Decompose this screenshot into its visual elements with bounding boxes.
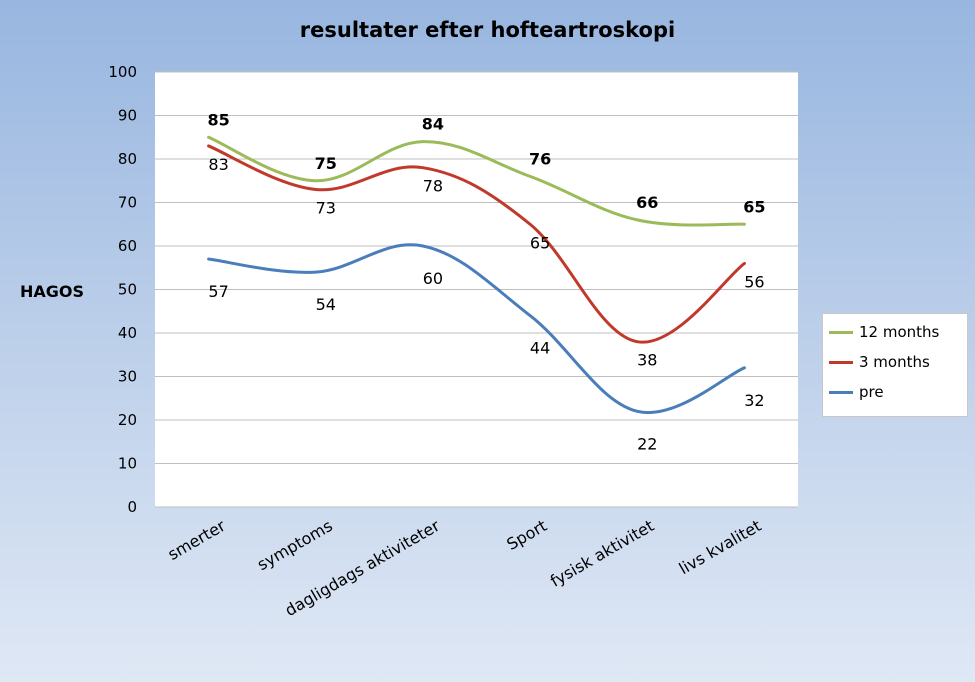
y-tick-label: 30 — [118, 368, 137, 386]
data-label: 75 — [315, 154, 337, 173]
y-tick-label: 40 — [118, 324, 137, 342]
legend-swatch — [829, 360, 853, 364]
data-label: 32 — [744, 391, 764, 410]
y-tick-label: 80 — [118, 150, 137, 168]
data-label: 65 — [530, 233, 550, 252]
data-label: 22 — [637, 434, 657, 453]
legend-label: 12 months — [859, 323, 940, 341]
data-label: 44 — [530, 339, 550, 358]
y-tick-label: 20 — [118, 411, 137, 429]
y-tick-label: 50 — [118, 281, 137, 299]
series-line-3-months — [207, 144, 746, 344]
x-tick-label: livs kvalitet — [676, 516, 765, 578]
y-tick-label: 60 — [118, 237, 137, 255]
legend-label: 3 months — [859, 353, 930, 371]
legend: 12 months 3 months pre — [822, 313, 968, 417]
data-label: 56 — [744, 272, 764, 291]
y-tick-label: 10 — [118, 455, 137, 473]
y-tick-label: 0 — [127, 498, 137, 516]
data-label: 84 — [422, 115, 444, 134]
data-label: 60 — [423, 269, 443, 288]
legend-swatch — [829, 330, 853, 334]
legend-item: pre — [829, 382, 884, 402]
x-tick-label: smerter — [164, 516, 228, 564]
data-label: 66 — [636, 193, 658, 212]
x-tick-label: Sport — [503, 516, 550, 554]
data-label: 76 — [529, 149, 551, 168]
series-line-12-months — [207, 135, 746, 227]
data-label: 73 — [316, 198, 336, 217]
series-line-pre — [207, 243, 746, 415]
data-label: 85 — [207, 110, 229, 129]
chart-title: resultater efter hofteartroskopi — [299, 18, 676, 42]
legend-label: pre — [859, 383, 884, 401]
data-label: 54 — [316, 295, 336, 314]
data-label: 65 — [743, 197, 765, 216]
data-label: 38 — [637, 351, 657, 370]
data-label: 57 — [208, 282, 228, 301]
x-tick-label: symptoms — [254, 516, 336, 574]
x-tick-label: fysisk aktivitet — [547, 516, 657, 591]
data-label: 78 — [423, 177, 443, 196]
y-tick-label: 70 — [118, 194, 137, 212]
data-label: 83 — [208, 155, 228, 174]
legend-swatch — [829, 390, 853, 394]
legend-item: 12 months — [829, 322, 939, 342]
legend-item: 3 months — [829, 352, 930, 372]
y-tick-label: 100 — [108, 63, 137, 81]
y-tick-label: 90 — [118, 107, 137, 125]
y-axis-title: HAGOS — [20, 282, 85, 301]
